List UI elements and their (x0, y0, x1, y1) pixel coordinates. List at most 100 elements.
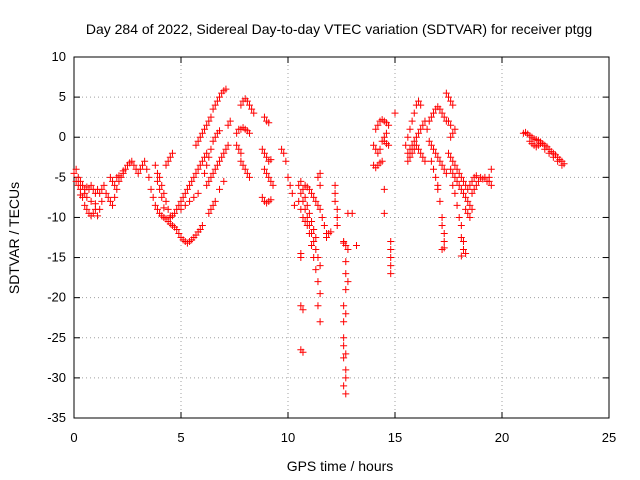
data-point (438, 246, 446, 254)
data-point (96, 205, 104, 213)
data-point (440, 113, 448, 121)
data-point (445, 149, 452, 157)
data-point (380, 185, 388, 193)
data-point (220, 177, 228, 185)
data-point (331, 181, 339, 189)
data-point (406, 153, 414, 161)
data-point (459, 177, 467, 185)
data-point (340, 239, 348, 247)
data-point (241, 165, 249, 173)
data-point (164, 205, 172, 213)
data-point (79, 181, 87, 189)
data-point (310, 193, 318, 201)
data-point (342, 390, 350, 398)
data-point (297, 177, 305, 185)
data-point (239, 161, 247, 169)
data-point (188, 177, 196, 185)
data-point (145, 173, 153, 181)
data-point (190, 173, 198, 181)
data-point (459, 246, 467, 254)
data-point (168, 149, 176, 157)
y-tick-label: -5 (54, 169, 66, 184)
data-point (205, 153, 213, 161)
data-point (104, 193, 112, 201)
data-point (109, 177, 117, 185)
data-point (213, 161, 221, 169)
data-point (442, 89, 450, 97)
data-point (111, 181, 119, 189)
data-point (198, 157, 206, 165)
data-point (203, 181, 211, 189)
data-point (156, 185, 164, 193)
data-point (76, 191, 84, 199)
data-point (457, 185, 465, 193)
data-point (412, 141, 420, 149)
data-point (220, 149, 228, 157)
data-point (201, 125, 209, 133)
data-point (74, 173, 82, 181)
data-point (449, 129, 457, 137)
data-point (457, 252, 465, 260)
data-point (83, 193, 91, 201)
y-tick-label: -25 (47, 330, 66, 345)
data-point (136, 165, 144, 173)
y-tick-label: -20 (47, 290, 66, 305)
data-point (333, 205, 341, 213)
y-axis-label: SDTVAR / TECUs (6, 182, 22, 294)
data-point (331, 197, 339, 205)
data-point (196, 225, 204, 233)
data-point (162, 161, 170, 169)
data-point (462, 250, 470, 258)
data-point (286, 181, 294, 189)
data-point (194, 137, 202, 145)
x-tick-label: 15 (388, 430, 402, 445)
data-point (70, 169, 78, 177)
grid-lines (74, 57, 609, 418)
data-point (141, 157, 149, 165)
data-point (333, 213, 341, 221)
data-point (305, 185, 313, 193)
y-tick-label: -35 (47, 410, 66, 425)
data-point (211, 101, 219, 109)
data-point (233, 141, 241, 149)
data-point (305, 229, 313, 237)
data-point (417, 101, 425, 109)
data-point (312, 234, 320, 241)
chart-title: Day 284 of 2022, Sidereal Day-to-day VTE… (86, 21, 592, 37)
data-point (192, 169, 200, 177)
data-point (440, 238, 448, 246)
data-point (554, 157, 562, 165)
data-point (186, 181, 194, 189)
data-point (316, 169, 324, 177)
data-point (436, 157, 444, 165)
data-point (267, 196, 275, 204)
data-point (299, 185, 307, 193)
data-point (558, 161, 566, 169)
data-point (303, 201, 311, 209)
data-point (83, 205, 91, 213)
data-point (175, 229, 183, 237)
data-point (485, 177, 493, 185)
data-point (179, 193, 187, 201)
data-point (430, 145, 438, 153)
data-point (372, 164, 380, 172)
data-point (342, 350, 350, 358)
data-point (297, 254, 305, 262)
data-point (487, 181, 495, 189)
data-point (224, 121, 232, 129)
data-point (162, 197, 170, 205)
data-point (98, 185, 106, 193)
data-point (209, 105, 217, 113)
data-point (211, 133, 219, 141)
data-point (175, 201, 183, 209)
data-point (203, 149, 211, 157)
data-point (451, 173, 459, 181)
data-point (427, 113, 435, 121)
data-point (387, 246, 395, 254)
data-point (387, 270, 395, 278)
data-point (312, 197, 320, 205)
data-point (474, 177, 482, 185)
data-point (87, 181, 95, 189)
data-point (457, 234, 465, 241)
data-point (425, 117, 433, 125)
